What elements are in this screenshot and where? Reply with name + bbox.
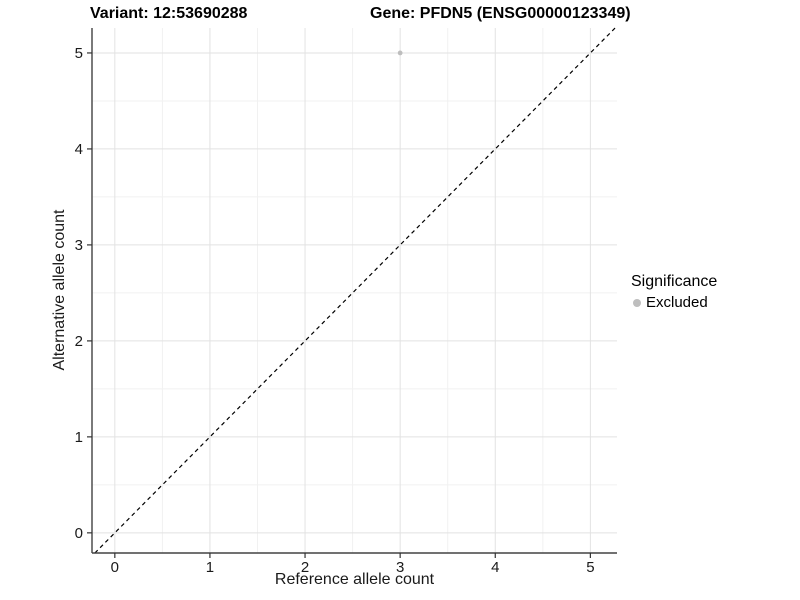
legend-title: Significance bbox=[631, 273, 718, 290]
y-tick-label: 2 bbox=[75, 333, 83, 350]
gene-title: Gene: PFDN5 (ENSG00000123349) bbox=[370, 5, 631, 22]
x-tick-label: 3 bbox=[396, 559, 404, 576]
y-tick-label: 4 bbox=[75, 141, 83, 158]
variant-title: Variant: 12:53690288 bbox=[90, 5, 248, 22]
legend-item-excluded: Excluded bbox=[631, 294, 717, 311]
y-tick-label: 5 bbox=[75, 45, 83, 62]
legend-point-icon bbox=[633, 298, 641, 307]
y-axis-title: Alternative allele count bbox=[51, 209, 68, 371]
x-tick-label: 1 bbox=[206, 559, 214, 576]
legend: Significance Excluded bbox=[631, 273, 717, 311]
x-tick-label: 0 bbox=[111, 559, 119, 576]
legend-item-label: Excluded bbox=[646, 294, 708, 311]
y-tick-label: 1 bbox=[75, 429, 83, 446]
y-tick-label: 3 bbox=[75, 237, 83, 254]
x-axis-title: Reference allele count bbox=[274, 571, 435, 588]
identity-line bbox=[94, 27, 616, 554]
x-tick-label: 2 bbox=[301, 559, 309, 576]
x-tick-label: 4 bbox=[491, 559, 499, 576]
x-tick-label: 5 bbox=[586, 559, 594, 576]
data-point bbox=[397, 50, 403, 56]
y-tick-label: 0 bbox=[75, 525, 83, 542]
